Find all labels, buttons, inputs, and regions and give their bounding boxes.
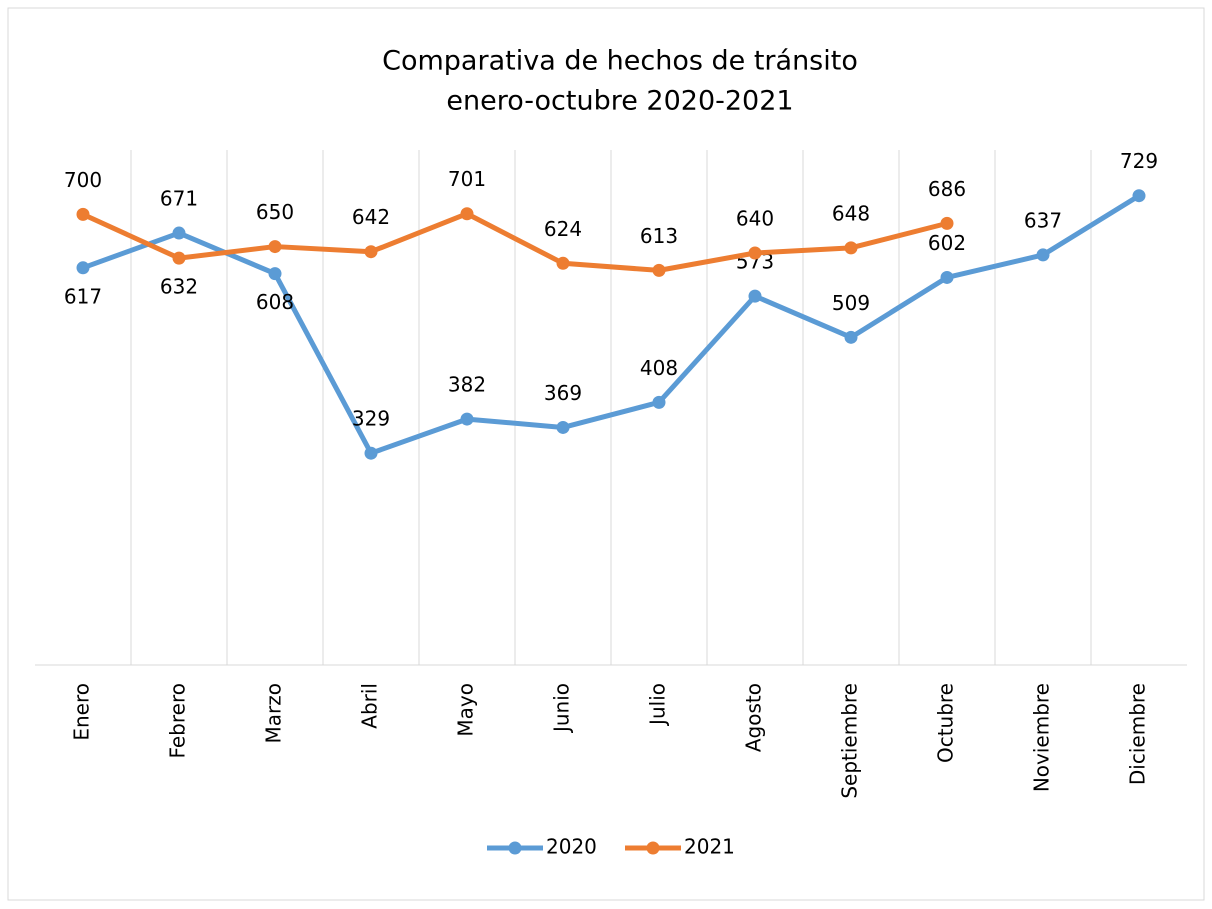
- data-point: [460, 412, 474, 426]
- data-point: [76, 261, 90, 275]
- data-label: 650: [256, 200, 294, 224]
- x-tick-label: Enero: [70, 683, 94, 741]
- x-tick-label: Marzo: [262, 683, 286, 743]
- chart-title: Comparativa de hechos de tránsito: [382, 46, 858, 77]
- series-line: [82, 193, 1141, 456]
- data-point: [844, 241, 858, 255]
- legend-marker: [646, 841, 660, 855]
- data-label: 369: [544, 381, 582, 405]
- data-label: 408: [640, 356, 678, 380]
- data-point: [652, 263, 666, 277]
- data-label: 642: [352, 205, 390, 229]
- data-point: [172, 226, 186, 240]
- data-label: 608: [256, 290, 294, 314]
- x-tick-label: Julio: [646, 683, 670, 727]
- data-point: [76, 207, 90, 221]
- data-point: [364, 446, 378, 460]
- data-label: 700: [64, 168, 102, 192]
- data-label: 648: [832, 201, 870, 225]
- legend-label: 2020: [546, 835, 597, 859]
- data-point: [940, 270, 954, 284]
- x-tick-label: Septiembre: [838, 683, 862, 799]
- x-tick-label: Febrero: [166, 683, 190, 759]
- data-point: [652, 395, 666, 409]
- x-tick-label: Mayo: [454, 683, 478, 737]
- data-point: [172, 251, 186, 265]
- data-point: [268, 240, 282, 254]
- chart-title: enero-octubre 2020-2021: [446, 86, 793, 117]
- legend-label: 2021: [684, 835, 735, 859]
- x-tick-label: Noviembre: [1030, 683, 1054, 792]
- data-label: 729: [1120, 149, 1158, 173]
- data-point: [844, 330, 858, 344]
- data-point: [268, 267, 282, 281]
- chart-border: [7, 7, 1205, 901]
- data-label: 701: [448, 167, 486, 191]
- data-point: [460, 207, 474, 221]
- series-line: [81, 211, 948, 273]
- data-label: 640: [736, 207, 774, 231]
- data-point: [748, 289, 762, 303]
- data-label: 382: [448, 373, 486, 397]
- data-label: 624: [544, 217, 582, 241]
- data-label: 671: [160, 187, 198, 211]
- data-label: 329: [352, 407, 390, 431]
- data-label: 509: [832, 291, 870, 315]
- data-label: 617: [64, 284, 102, 308]
- data-label: 613: [640, 224, 678, 248]
- x-tick-label: Junio: [550, 683, 574, 734]
- x-tick-label: Diciembre: [1126, 683, 1150, 785]
- legend-marker: [508, 841, 522, 855]
- data-label: 632: [160, 275, 198, 299]
- data-point: [940, 216, 954, 230]
- data-point: [364, 245, 378, 259]
- x-tick-label: Abril: [358, 683, 382, 729]
- data-label: 602: [928, 231, 966, 255]
- data-point: [556, 256, 570, 270]
- data-point: [556, 420, 570, 434]
- data-label: 637: [1024, 208, 1062, 232]
- data-point: [1036, 248, 1050, 262]
- data-label: 686: [928, 177, 966, 201]
- data-point: [748, 246, 762, 260]
- data-point: [1132, 189, 1146, 203]
- x-tick-label: Octubre: [934, 683, 958, 763]
- x-tick-label: Agosto: [742, 683, 766, 752]
